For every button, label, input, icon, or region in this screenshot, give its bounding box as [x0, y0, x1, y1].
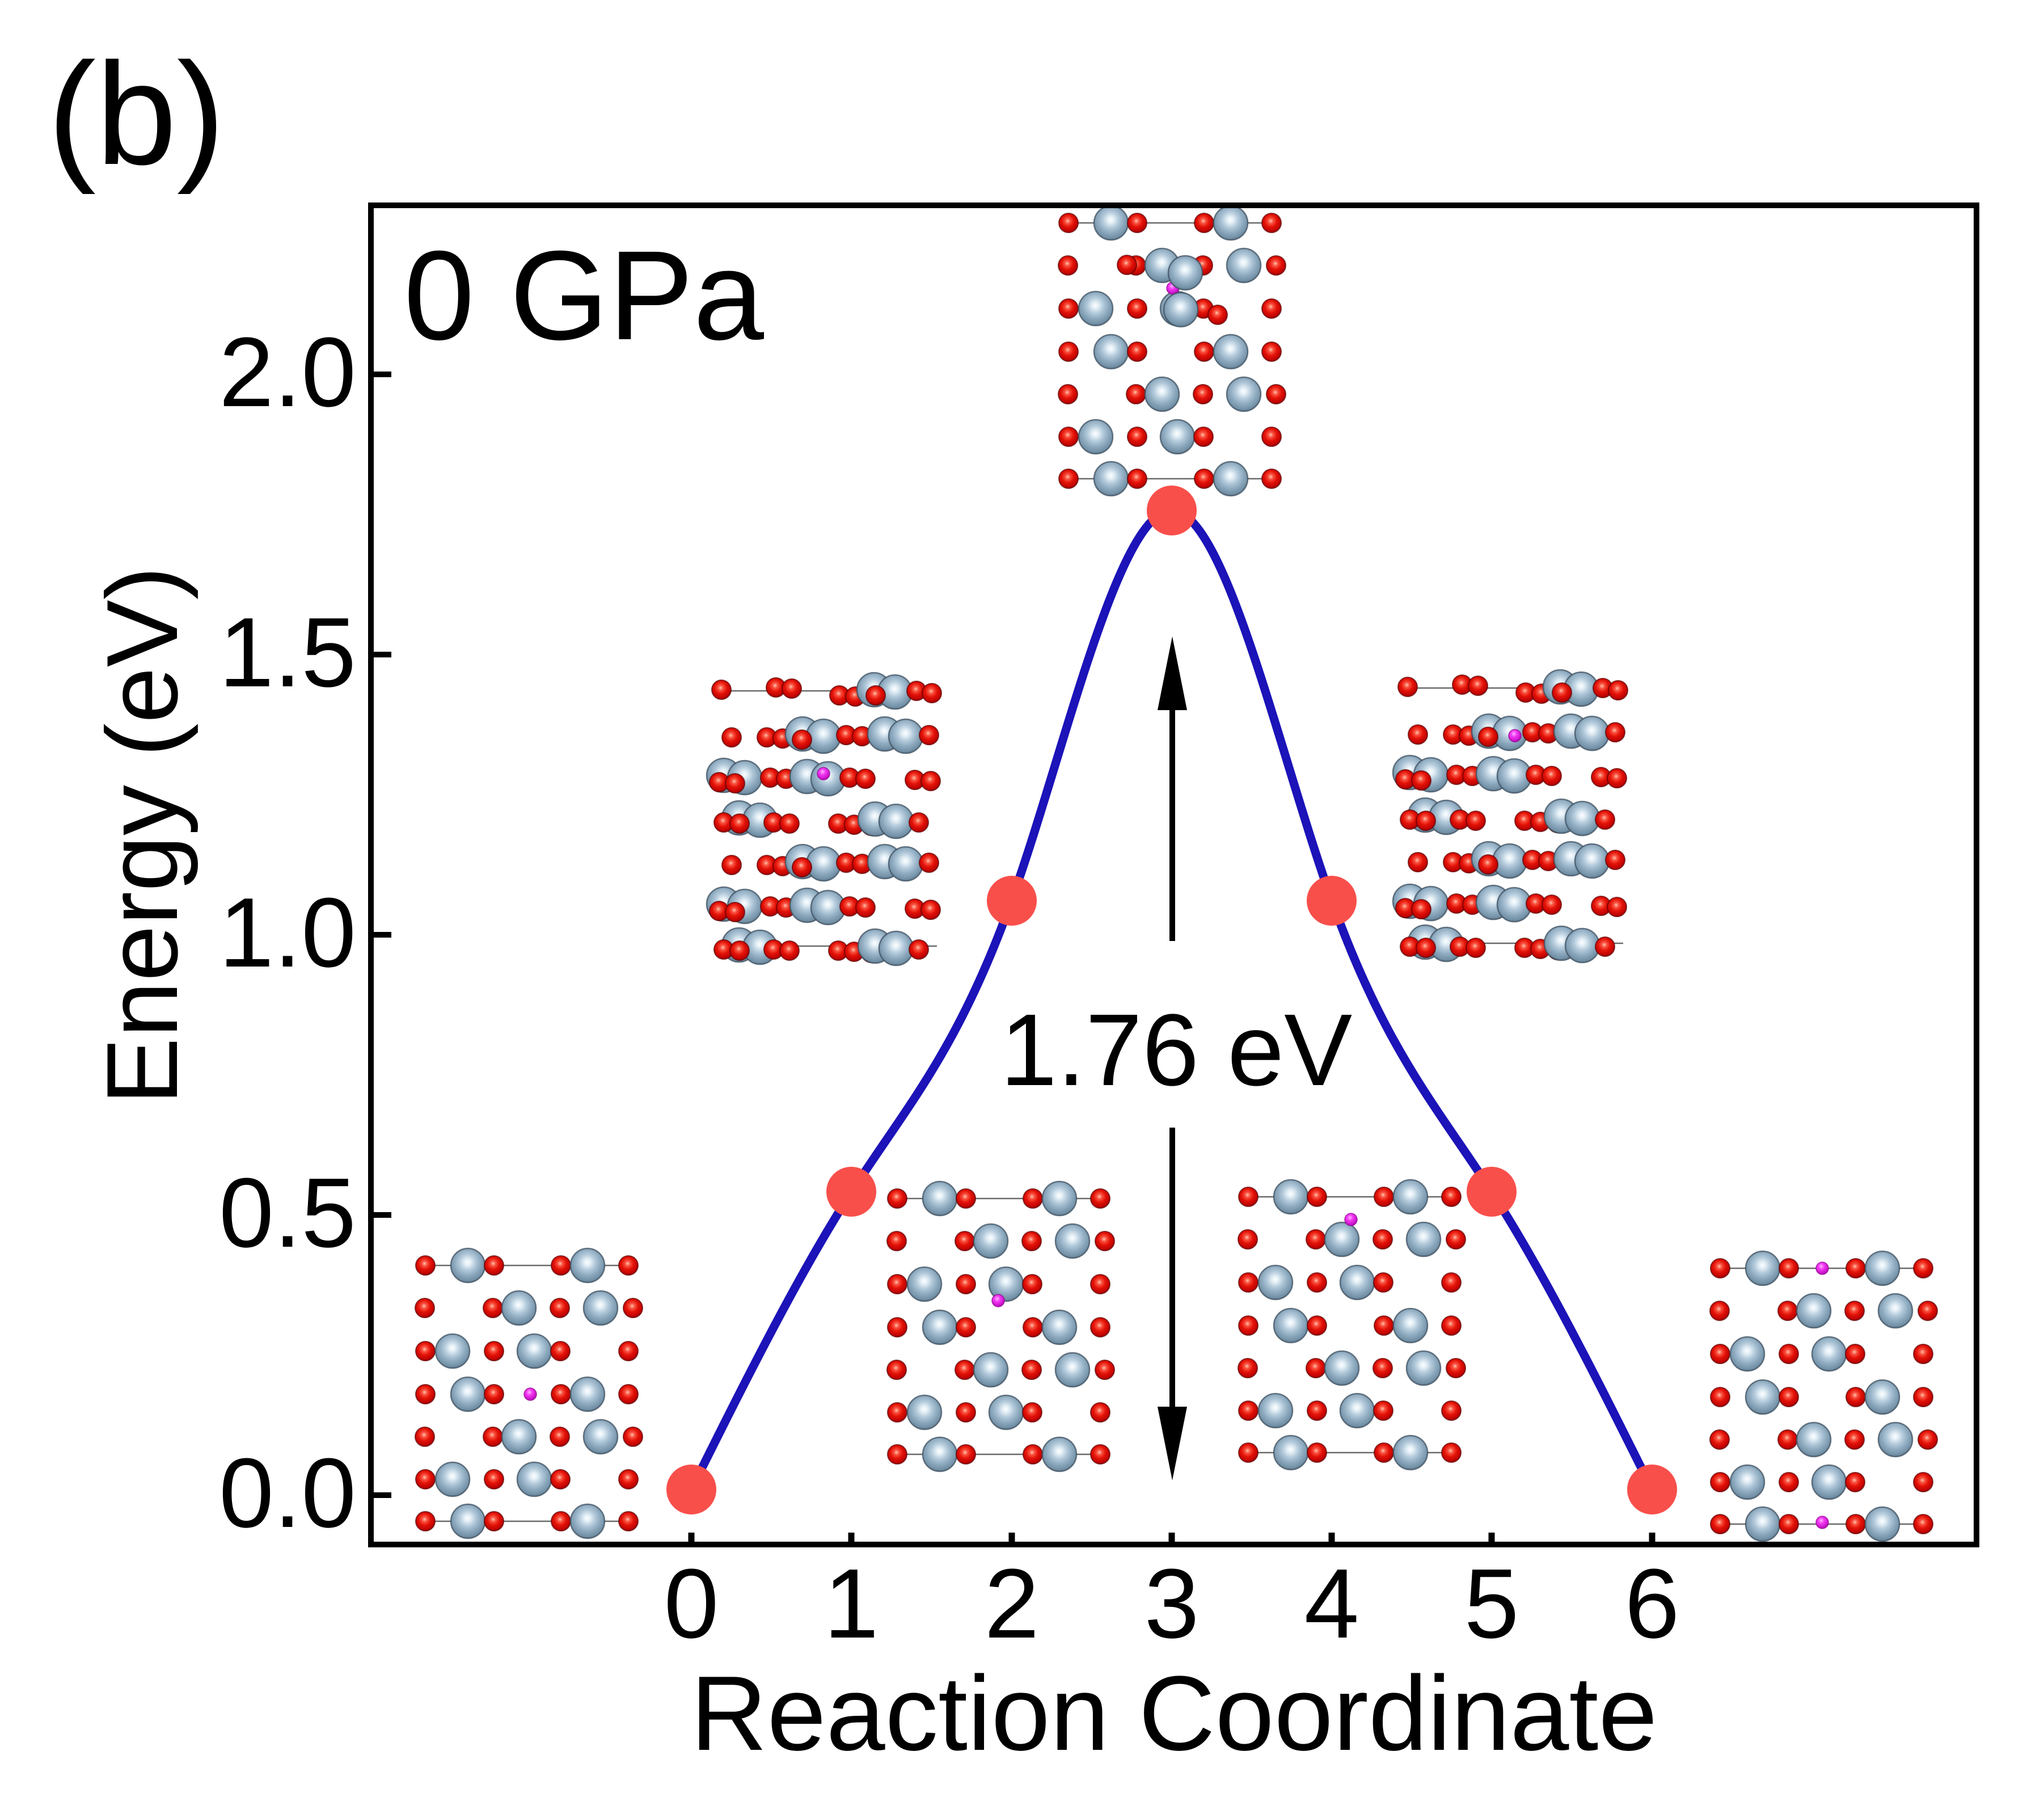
- svg-text:0 GPa: 0 GPa: [404, 225, 764, 366]
- svg-text:5: 5: [1464, 1548, 1519, 1659]
- svg-text:2: 2: [985, 1548, 1040, 1659]
- svg-text:Reaction Coordinate: Reaction Coordinate: [691, 1654, 1658, 1773]
- svg-text:1.5: 1.5: [219, 597, 356, 707]
- svg-text:3: 3: [1145, 1548, 1200, 1659]
- svg-text:1.76 eV: 1.76 eV: [1000, 993, 1353, 1107]
- svg-text:1: 1: [824, 1548, 879, 1659]
- svg-text:0.0: 0.0: [219, 1437, 356, 1548]
- svg-text:(b): (b): [48, 33, 225, 195]
- svg-text:0.5: 0.5: [219, 1157, 356, 1268]
- svg-text:Energy (eV): Energy (eV): [86, 566, 199, 1105]
- svg-text:1.0: 1.0: [219, 877, 356, 988]
- svg-text:4: 4: [1304, 1548, 1359, 1659]
- svg-text:6: 6: [1625, 1548, 1680, 1659]
- svg-text:2.0: 2.0: [219, 317, 356, 427]
- svg-text:0: 0: [664, 1548, 719, 1659]
